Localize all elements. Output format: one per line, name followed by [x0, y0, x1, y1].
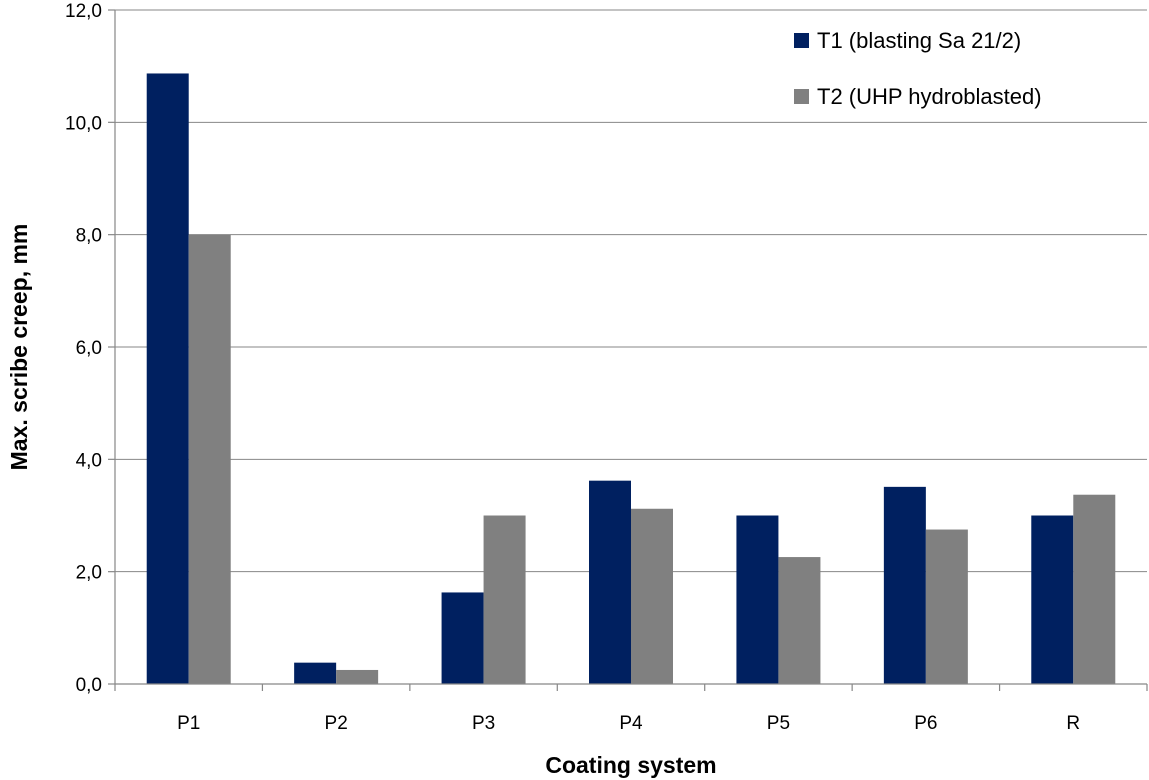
legend: T1 (blasting Sa 21/2) T2 (UHP hydroblaste…	[794, 28, 1042, 109]
bar-t2-p6	[925, 529, 968, 684]
bar-t1-p2	[294, 662, 337, 684]
legend-swatch	[794, 33, 809, 48]
bars	[146, 73, 1116, 685]
y-tick-label: 12,0	[65, 1, 102, 22]
bar-t2-r	[1073, 494, 1116, 684]
bar-t1-p4	[589, 480, 631, 684]
bar-t1-p6	[883, 486, 926, 684]
bar-t1-p1	[146, 73, 189, 685]
y-axis-title: Max. scribe creep, mm	[6, 224, 32, 471]
x-tick-label: P4	[619, 713, 643, 734]
gridlines	[115, 9, 1147, 573]
x-tick-label: P5	[767, 713, 790, 734]
bar-t1-p3	[441, 592, 484, 684]
x-tick-label: P1	[177, 713, 200, 734]
bar-t2-p1	[188, 234, 231, 684]
y-tick-label: 8,0	[76, 226, 102, 247]
y-tick-label: 0,0	[76, 675, 102, 696]
x-tick-label: P3	[472, 713, 495, 734]
x-tick-labels: P1 P2 P3 P4 P5 P6 R	[177, 713, 1080, 734]
y-tick-label: 6,0	[76, 338, 102, 359]
bar-t1-p5	[736, 515, 779, 684]
bar-t2-p4	[631, 508, 673, 684]
bar-t2-p5	[778, 557, 821, 684]
x-tick-label: P2	[325, 713, 348, 734]
legend-label: T2 (UHP hydroblasted)	[817, 84, 1042, 109]
legend-swatch	[794, 89, 809, 104]
y-tick-labels: 0,0 2,0 4,0 6,0 8,0 10,0 12,0	[65, 1, 102, 696]
x-axis-title: Coating system	[545, 752, 716, 778]
y-tick-label: 10,0	[65, 113, 102, 134]
y-tick-label: 4,0	[76, 450, 102, 471]
axes	[108, 9, 1148, 691]
legend-label: T1 (blasting Sa 21/2)	[817, 28, 1021, 53]
bar-t1-r	[1031, 515, 1074, 684]
y-tick-label: 2,0	[76, 563, 102, 584]
x-tick-label: R	[1066, 713, 1080, 734]
bar-t2-p3	[483, 515, 526, 684]
bar-t2-p2	[336, 669, 379, 684]
x-tick-label: P6	[914, 713, 937, 734]
